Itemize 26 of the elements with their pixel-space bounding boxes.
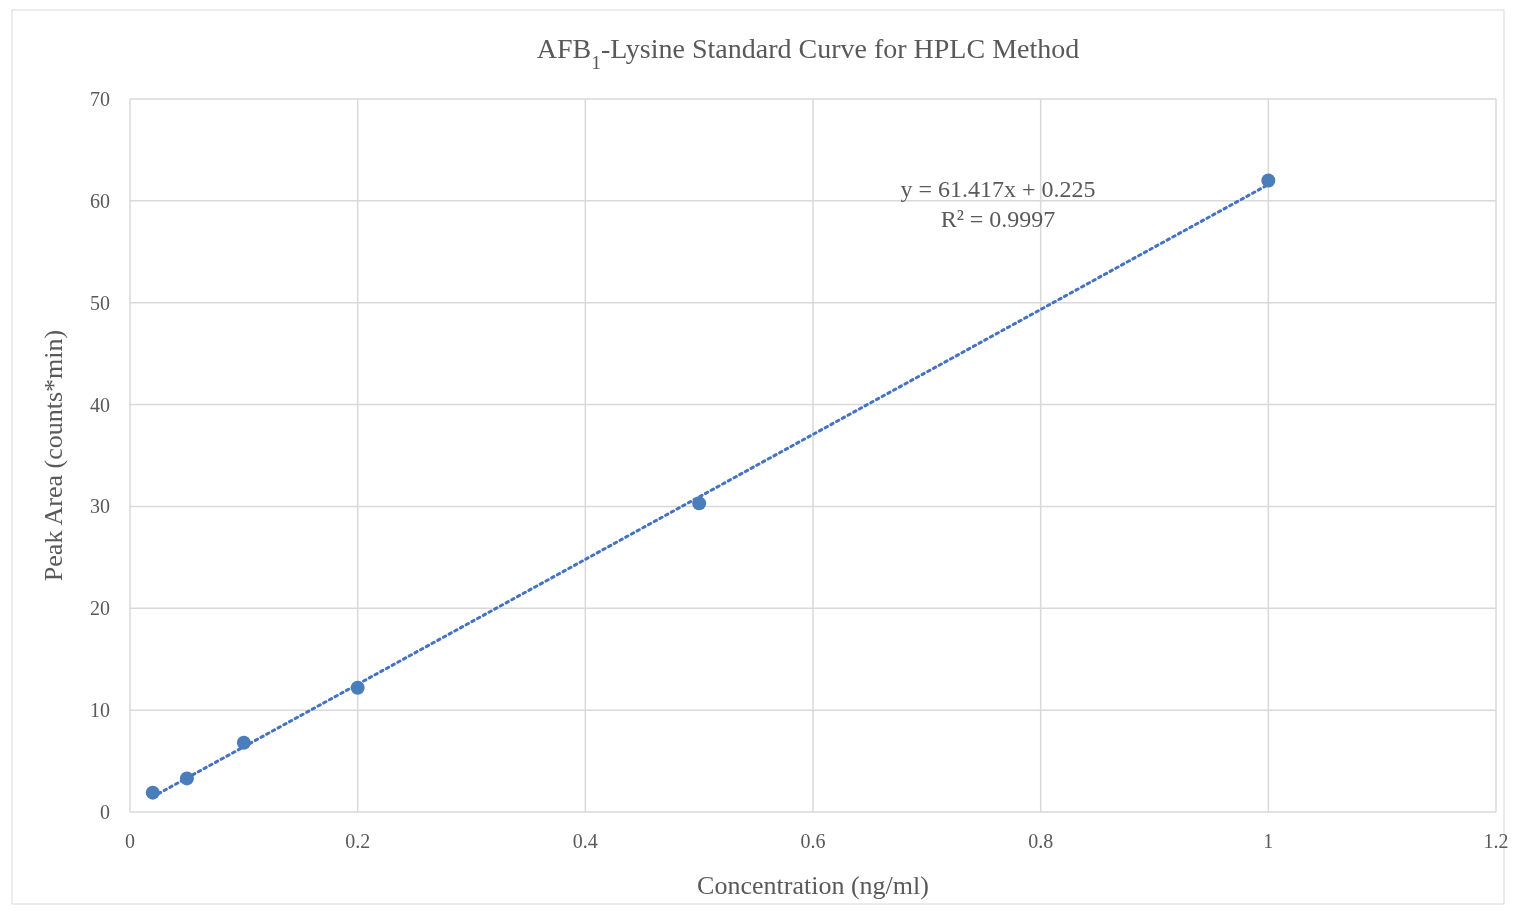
y-tick-label: 60	[90, 189, 110, 212]
x-tick-label: 0.6	[800, 830, 826, 852]
y-tick-label: 50	[90, 291, 110, 314]
x-tick-label: 0	[125, 830, 135, 852]
y-tick-label: 40	[90, 393, 110, 416]
y-tick-label: 30	[90, 495, 110, 518]
annotation: R² = 0.9997	[940, 206, 1056, 232]
point	[350, 680, 365, 695]
annotation: y = 61.417x + 0.225	[900, 176, 1096, 202]
y-tick-label: 0	[100, 801, 110, 823]
x-tick-label: 0.4	[572, 830, 598, 852]
point	[179, 771, 194, 786]
point	[145, 785, 160, 800]
point	[236, 735, 251, 750]
x-tick-label: 1.2	[1483, 830, 1509, 852]
y-axis-title: Peak Area (counts*min)	[39, 329, 68, 582]
y-tick-label: 10	[90, 699, 110, 722]
y-tick-label: 70	[90, 88, 110, 110]
point	[692, 496, 707, 511]
point	[1261, 173, 1276, 188]
y-tick-label: 20	[90, 597, 110, 620]
x-tick-label: 1	[1263, 830, 1274, 852]
x-tick-label: 0.8	[1028, 830, 1054, 852]
x-axis-title: Concentration (ng/ml)	[697, 871, 929, 900]
x-tick-label: 0.2	[345, 830, 371, 852]
chart-title: AFB$_{1}$-Lysine Standard Curve for HPLC Method	[536, 33, 1080, 73]
